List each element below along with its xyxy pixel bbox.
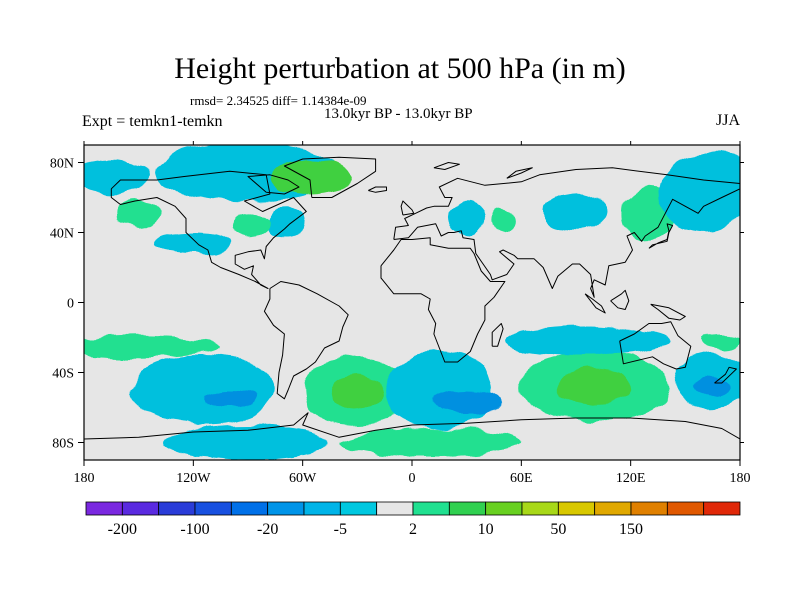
map-axes: 80N 40N 0 40S 80S 180 120W 60W 0 60E 120E 180 bbox=[50, 141, 751, 486]
coastline-svalbard bbox=[433, 162, 460, 170]
x-tick-label: 0 bbox=[409, 471, 416, 486]
colorbar-label: -5 bbox=[334, 521, 347, 538]
colorbar-swatch bbox=[194, 501, 232, 516]
x-tick-label: 60E bbox=[510, 471, 533, 486]
coastline-sumatra bbox=[584, 293, 606, 314]
contour-region-2 bbox=[703, 334, 740, 348]
period-line: 13.0kyr BP - 13.0kyr BP bbox=[324, 106, 473, 122]
y-tick-label: 80S bbox=[52, 437, 74, 452]
x-tick-label: 60W bbox=[289, 471, 317, 486]
colorbar-swatch bbox=[85, 501, 123, 516]
colorbar-swatch bbox=[267, 501, 305, 516]
colorbar-swatch bbox=[339, 501, 378, 516]
coastline-north-america bbox=[110, 170, 307, 289]
contour-region-5 bbox=[503, 327, 668, 355]
colorbar-swatch bbox=[230, 501, 269, 516]
colorbar-swatch bbox=[121, 501, 160, 516]
contour-region-5 bbox=[266, 209, 303, 238]
colorbar-swatch bbox=[303, 501, 341, 516]
y-tick-label: 80N bbox=[50, 157, 74, 172]
colorbar-swatch bbox=[158, 501, 196, 516]
rmsd-diff-line: rmsd= 2.34525 diff= 1.14384e-09 bbox=[190, 93, 367, 108]
colorbar-label: -100 bbox=[180, 521, 209, 538]
y-tick-label: 40N bbox=[50, 227, 74, 242]
coastline-baffin bbox=[247, 174, 300, 195]
contour-region-2 bbox=[116, 201, 161, 229]
contour-region-2 bbox=[84, 335, 221, 357]
coastline-eurasia bbox=[393, 167, 740, 298]
colorbar-swatch bbox=[521, 501, 559, 516]
contour-region-2 bbox=[339, 428, 522, 457]
coastline-africa bbox=[380, 237, 506, 363]
colorbar-swatch bbox=[703, 501, 741, 516]
coastline-greenland bbox=[283, 156, 377, 198]
coastline-japan bbox=[648, 223, 674, 249]
coastline-antarctica bbox=[84, 412, 740, 440]
x-tick-label: 180 bbox=[730, 471, 751, 486]
x-tick-label: 120W bbox=[176, 471, 211, 486]
coastline-borneo bbox=[610, 289, 630, 310]
contour-region--20 bbox=[694, 376, 731, 397]
colorbar-swatch bbox=[412, 501, 450, 516]
contour-region-5 bbox=[129, 355, 276, 425]
y-tick-label: 40S bbox=[52, 367, 74, 382]
colorbar-label: 10 bbox=[478, 521, 494, 538]
colorbar-label: -200 bbox=[108, 521, 137, 538]
contour-region-10 bbox=[331, 376, 383, 411]
colorbar-swatch bbox=[594, 501, 632, 516]
coastline-madagascar bbox=[491, 323, 504, 347]
colorbar-swatch bbox=[630, 501, 668, 516]
contour-region-5 bbox=[156, 232, 230, 254]
colorbar-label: 50 bbox=[550, 521, 566, 538]
colorbar-label: 2 bbox=[409, 521, 417, 538]
colorbar-swatch bbox=[448, 501, 487, 516]
season-label: JJA bbox=[716, 112, 741, 129]
x-tick-label: 120E bbox=[616, 471, 646, 486]
contour-region-2 bbox=[233, 213, 270, 238]
coastline-iceland bbox=[368, 186, 387, 193]
coastline-australia bbox=[619, 321, 692, 370]
contour-region--20 bbox=[204, 390, 256, 408]
contour-region-5 bbox=[84, 159, 152, 194]
coastline-uk bbox=[400, 200, 415, 216]
coastline-south-america bbox=[263, 281, 349, 400]
coastline-novaya-zemlya bbox=[506, 167, 533, 179]
contour-region-10 bbox=[271, 159, 352, 194]
colorbar-swatch bbox=[666, 501, 705, 516]
x-tick-label: 180 bbox=[74, 471, 95, 486]
colorbar-label: -20 bbox=[257, 521, 278, 538]
contour-region-5 bbox=[384, 351, 495, 429]
plot-title: Height perturbation at 500 hPa (in m) bbox=[174, 52, 626, 85]
coastline-new-guinea bbox=[650, 303, 686, 321]
colorbar-label: 150 bbox=[619, 521, 643, 538]
contour-region--20 bbox=[430, 390, 504, 415]
contour-region-5 bbox=[448, 202, 485, 235]
contour-region-5 bbox=[166, 425, 330, 460]
colorbar-swatch bbox=[485, 501, 523, 516]
y-tick-label: 0 bbox=[67, 297, 74, 312]
coastline-layer bbox=[84, 156, 740, 440]
experiment-label: Expt = temkn1-temkn bbox=[82, 113, 223, 130]
contour-region-2 bbox=[490, 206, 516, 235]
coastline-new-zealand bbox=[714, 366, 737, 384]
colorbar-swatch bbox=[557, 501, 596, 516]
contour-region-10 bbox=[557, 369, 631, 404]
contour-region-5 bbox=[545, 192, 607, 231]
colorbar-swatch bbox=[376, 501, 414, 516]
colorbar: -200 -100 -20 -5 2 10 50 150 bbox=[85, 501, 741, 538]
